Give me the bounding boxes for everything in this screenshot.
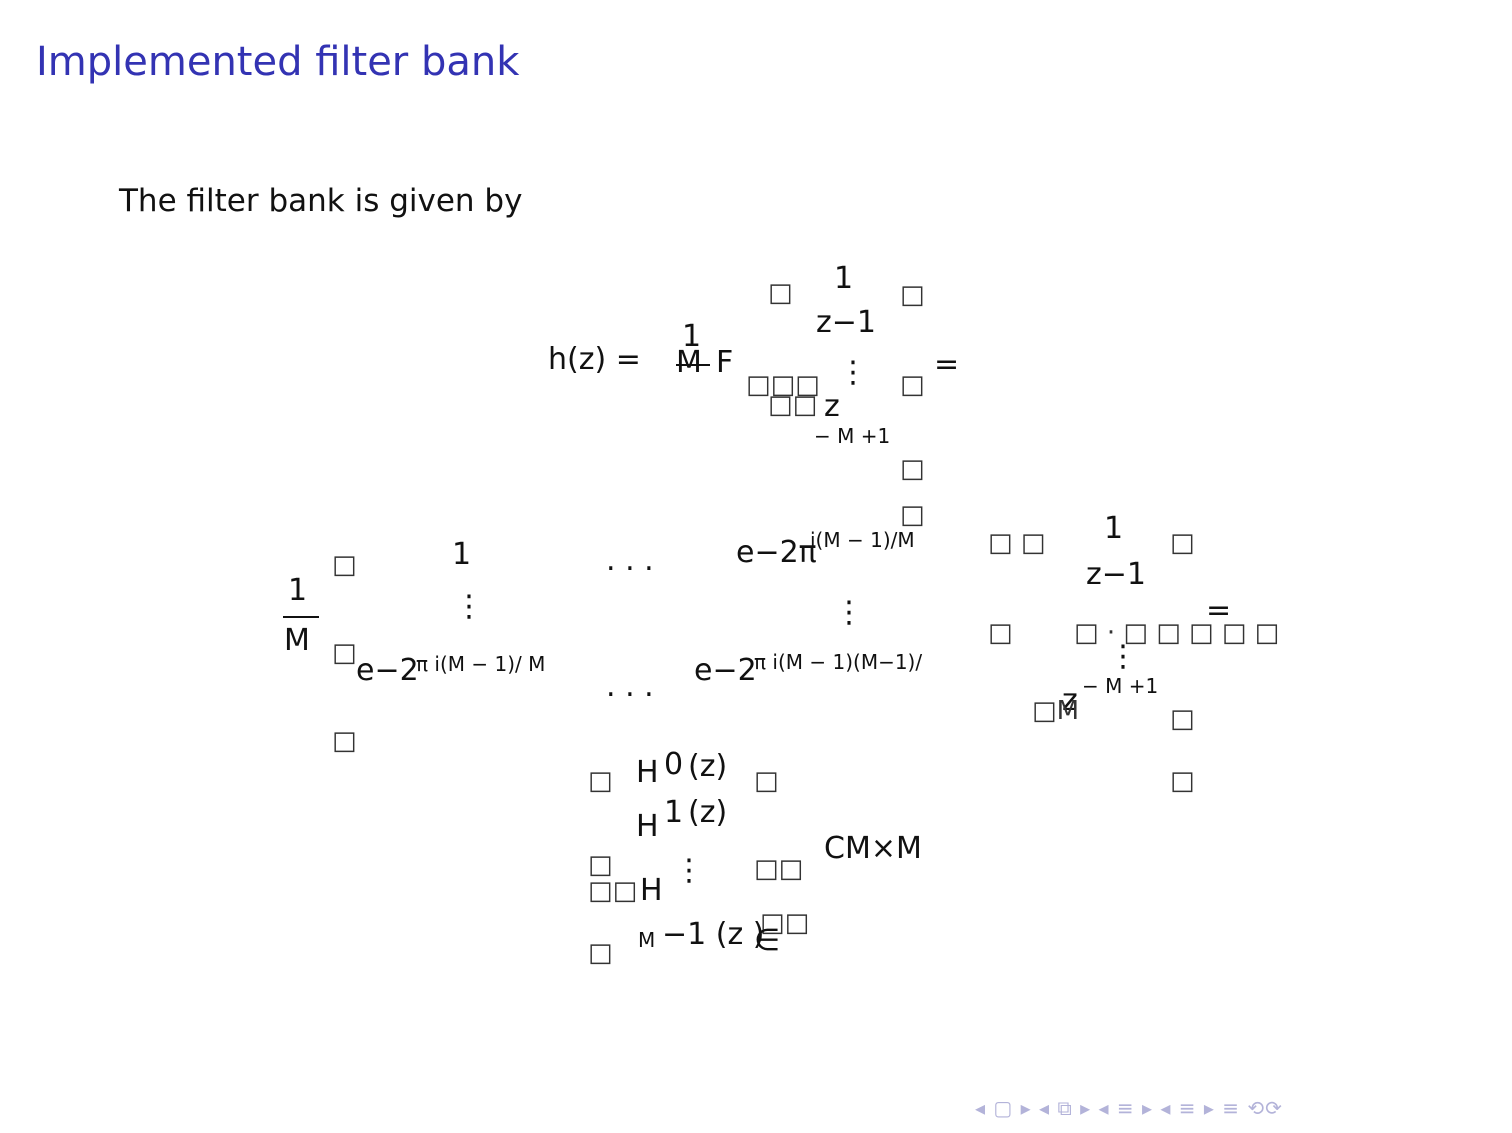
eq1-vec-top: 1	[834, 261, 854, 296]
eq2-r1c1: 1	[452, 537, 472, 572]
eq2-vec-z1: z−1	[1086, 557, 1146, 592]
eq1-left-bracket-mid: □□□	[746, 370, 820, 400]
eq1-frac-bar	[676, 364, 710, 366]
eq2-vec-bracket-5: □	[1170, 704, 1195, 734]
eq3-left-bracket-4: □	[588, 938, 613, 968]
eq1-vec-z1: z−1	[816, 305, 876, 340]
eq2-vec-bracket-6: □	[1170, 766, 1195, 796]
eq3-right-bracket-3: □□	[760, 908, 810, 938]
eq3-h0-arg: (z)	[688, 749, 728, 784]
eq2-left-bracket-3: □	[332, 726, 357, 756]
eq2-vec-bracket-3: □ · □ □ □ □ □	[1074, 618, 1280, 648]
eq3-left-bracket-2: □	[588, 850, 613, 880]
eq1-right-bracket-4: □	[900, 500, 925, 530]
eq2-r3c1: e−2	[356, 653, 419, 688]
eq2-vec-last-exp: − M +1	[1082, 674, 1159, 698]
beamer-nav-icons[interactable]: ◂ ▢ ▸ ◂ ⧉ ▸ ◂ ≡ ▸ ◂ ≡ ▸ ≡ ⟲⟳	[975, 1096, 1283, 1120]
eq3-h1-arg: (z)	[688, 795, 728, 830]
eq2-frac-bar	[283, 616, 319, 618]
eq2-equals: =	[1206, 593, 1232, 628]
eq1-left-bracket-low: □□	[768, 390, 818, 420]
eq2-r1-last: e−2π	[736, 535, 817, 570]
eq2-r1-last-exp: i(M − 1)/M	[810, 528, 915, 552]
eq1-frac-den: M	[676, 345, 702, 380]
eq3-element-of: ∈	[754, 923, 781, 958]
eq2-r3-dots: . . .	[606, 669, 654, 704]
eq1-vec-last-exp: − M +1	[814, 424, 891, 448]
eq1-right-bracket-1: □	[900, 280, 925, 310]
eq1-right-bracket-2: □	[900, 370, 925, 400]
eq2-vec-top: 1	[1104, 511, 1124, 546]
eq2-left-bracket-2: □	[332, 638, 357, 668]
eq3-hm: H	[640, 873, 663, 908]
eq2-col1-vdots: ⋮	[454, 589, 484, 624]
eq2-vec-bracket-1: □ □	[988, 528, 1046, 558]
eq1-vdots: ⋮	[838, 355, 868, 390]
eq3-h1-sub: 1	[664, 795, 684, 830]
eq2-r1-dots: . . .	[606, 543, 654, 578]
eq3-hm-sub: M	[638, 928, 656, 952]
eq3-h0: H	[636, 755, 659, 790]
eq2-r3c1-exp: π i(M − 1)/ M	[416, 652, 546, 676]
eq3-space: CM×M	[824, 831, 922, 866]
eq3-hm-arg: −1 (z )	[662, 917, 765, 952]
eq3-right-bracket-1: □	[754, 766, 779, 796]
eq3-right-bracket-2: □□	[754, 854, 804, 884]
eq2-frac-num: 1	[288, 573, 308, 608]
eq2-vec-bracket-4: □	[1170, 528, 1195, 558]
eq2-vec-bracket-2: □	[988, 618, 1013, 648]
eq2-col-last-vdots: ⋮	[834, 595, 864, 630]
eq3-h0-sub: 0	[664, 747, 684, 782]
eq1-frac-num: 1	[682, 319, 702, 354]
eq1-right-bracket-3: □	[900, 454, 925, 484]
eq2-r3-last-exp: π i(M − 1)(M−1)/	[754, 650, 923, 674]
eq1-vec-last: z	[824, 389, 840, 424]
eq3-vdots: ⋮	[674, 853, 704, 888]
intro-text: The filter bank is given by	[119, 183, 523, 219]
eq3-left-bracket-3: □□	[588, 876, 638, 906]
eq1-f-matrix: F	[716, 345, 734, 380]
eq2-cm: □M	[1032, 696, 1079, 726]
eq2-vec-vdots: ⋮	[1108, 639, 1138, 674]
eq1-left-bracket-top: □	[768, 278, 793, 308]
eq2-frac-den: M	[284, 623, 310, 658]
eq3-h1: H	[636, 809, 659, 844]
eq1-lhs: h(z) =	[548, 342, 641, 377]
eq1-equals: =	[934, 347, 960, 382]
eq3-left-bracket-1: □	[588, 766, 613, 796]
eq2-vec-last: z	[1062, 683, 1078, 718]
eq2-left-bracket-1: □	[332, 550, 357, 580]
eq2-r3-last: e−2	[694, 653, 757, 688]
slide-title: Implemented filter bank	[36, 39, 520, 85]
